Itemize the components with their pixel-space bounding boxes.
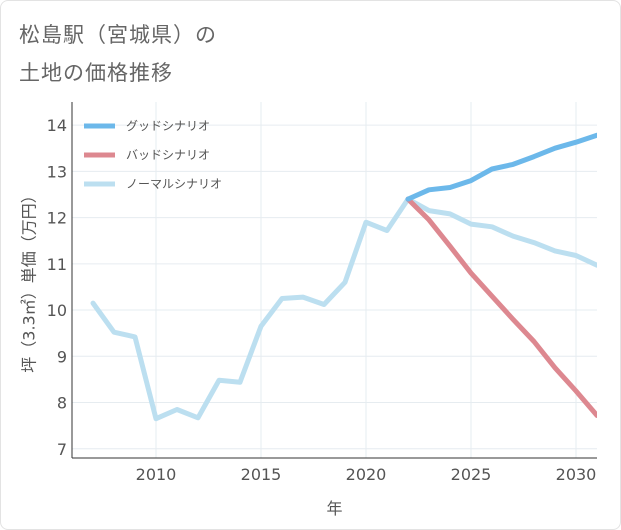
x-tick-label: 2030 (556, 465, 597, 484)
x-tick-label: 2010 (136, 465, 177, 484)
y-tick-label: 7 (57, 440, 67, 459)
y-tick-label: 9 (57, 347, 67, 366)
axes: 7 8 9 10 11 12 13 14 2010 2015 2020 2025 2030 (47, 102, 597, 484)
y-tick-label: 13 (47, 162, 67, 181)
x-axis-label: 年 (326, 499, 342, 518)
chart-title-line1: 松島駅（宮城県）の (19, 23, 217, 47)
chart-title-line2: 土地の価格推移 (19, 61, 173, 85)
x-tick-label: 2025 (451, 465, 492, 484)
y-tick-label: 10 (47, 301, 67, 320)
x-tick-label: 2020 (346, 465, 387, 484)
series-line-0 (405, 132, 597, 202)
legend-label-2: ノーマルシナリオ (126, 177, 222, 191)
y-axis-label: 坪（3.3㎡）単価（万円） (20, 187, 39, 372)
y-tick-label: 11 (47, 255, 67, 274)
legend-label-1: バッドシナリオ (126, 148, 210, 162)
y-tick-label: 14 (47, 116, 67, 135)
series-lines (90, 132, 597, 422)
x-tick-label: 2015 (241, 465, 282, 484)
legend-label-0: グッドシナリオ (126, 119, 210, 133)
y-tick-label: 12 (47, 209, 67, 228)
series-line-2 (90, 196, 597, 422)
grid (72, 102, 597, 458)
series-line-1 (405, 196, 597, 418)
y-tick-label: 8 (57, 394, 67, 413)
